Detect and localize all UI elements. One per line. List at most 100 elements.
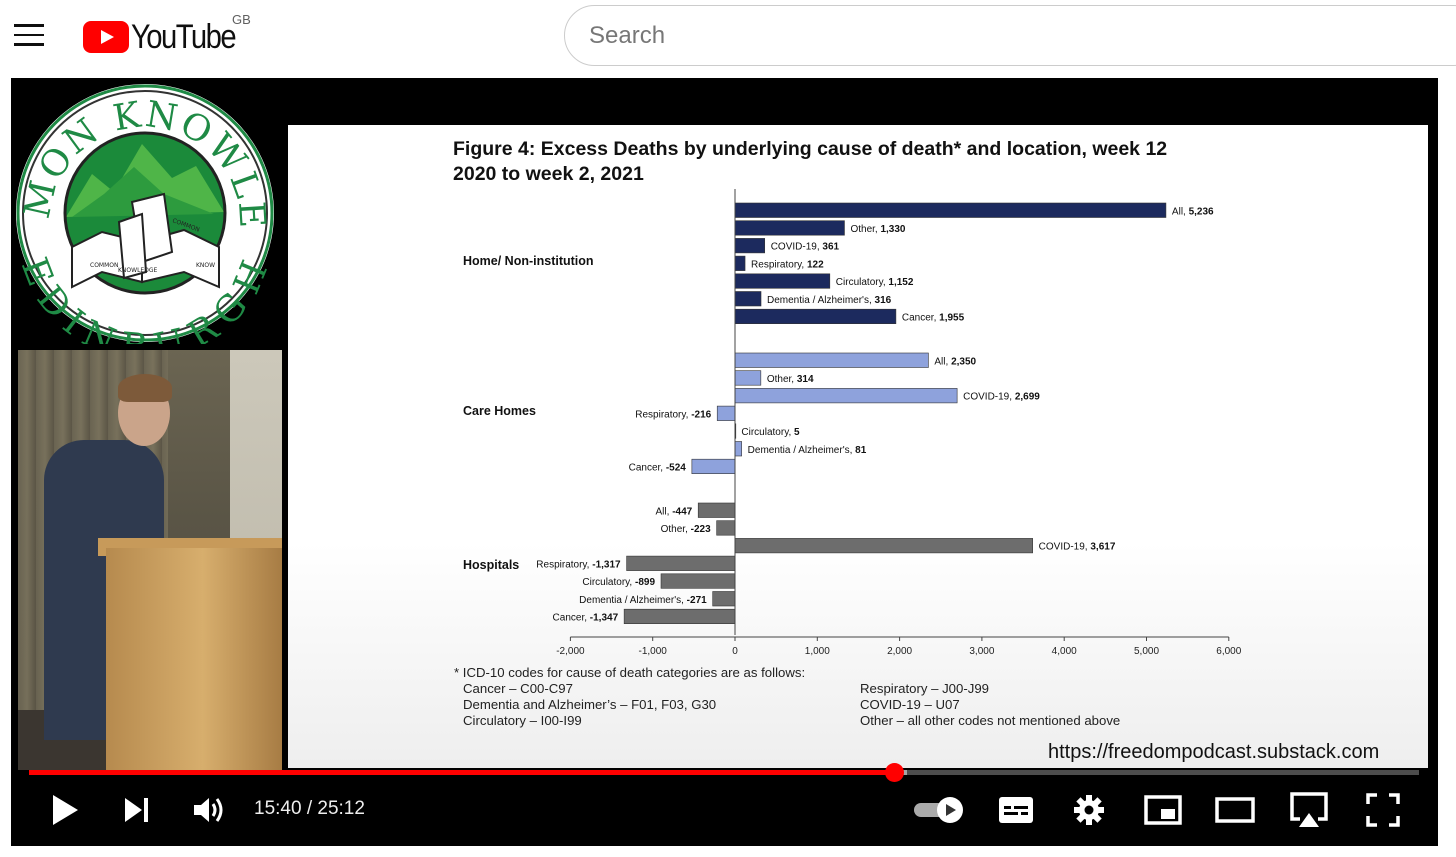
data-label: Other, -223 — [661, 524, 711, 535]
footnote-item: Respiratory – J00-J99 — [860, 681, 990, 696]
x-tick-label: 6,000 — [1216, 646, 1241, 657]
x-tick-label: 3,000 — [969, 646, 994, 657]
book-word: KNOW — [196, 262, 215, 269]
slide-url: https://freedompodcast.substack.com — [1048, 741, 1380, 763]
data-label: Circulatory, -899 — [582, 577, 655, 588]
play-button[interactable] — [47, 790, 83, 830]
footnote-item: Other – all other codes not mentioned ab… — [860, 713, 1121, 728]
slide-title-line: 2020 to week 2, 2021 — [453, 163, 644, 185]
youtube-logo[interactable]: YouTube — [83, 18, 258, 56]
chart-bar — [660, 573, 736, 589]
masthead: YouTube GB — [0, 0, 1456, 78]
play-icon — [53, 795, 78, 825]
x-tick-label: -1,000 — [639, 646, 668, 657]
x-tick-label: 0 — [732, 646, 738, 657]
settings-button[interactable] — [1069, 790, 1109, 830]
time-display: 15:40 / 25:12 — [254, 798, 365, 820]
chart-bar — [626, 555, 736, 571]
data-label: Cancer, -1,347 — [553, 612, 619, 623]
fullscreen-button[interactable] — [1363, 790, 1403, 830]
miniplayer-button[interactable] — [1142, 790, 1184, 830]
slide-title-line: Figure 4: Excess Deaths by underlying ca… — [453, 138, 1168, 160]
cast-icon — [1290, 792, 1328, 827]
chart-bar — [697, 502, 736, 518]
player-controls: 15:40 / 25:12 — [11, 778, 1438, 846]
video-player[interactable]: COMMON KNOWLEDGE EDINBURGH COMMON KNOWLE… — [11, 78, 1438, 846]
x-tick-label: -2,000 — [556, 646, 585, 657]
x-tick-label: 5,000 — [1134, 646, 1159, 657]
settings-icon — [1074, 795, 1104, 825]
chart-bar — [716, 405, 736, 421]
time-separator: / — [306, 798, 318, 819]
autoplay-toggle-icon — [914, 797, 963, 823]
chart-bar — [734, 238, 766, 254]
podium — [106, 548, 282, 770]
footnote-item: Circulatory – I00-I99 — [463, 713, 582, 728]
progress-scrubber[interactable] — [884, 763, 904, 782]
chart-bar — [734, 308, 897, 324]
chart-bar — [734, 441, 742, 457]
footnote-item: Cancer – C00-C97 — [463, 681, 573, 696]
speaker-camera-feed — [18, 350, 282, 770]
book-word: COMMON — [90, 262, 118, 269]
common-knowledge-logo: COMMON KNOWLEDGE EDINBURGH COMMON KNOWLE… — [14, 82, 274, 344]
subtitles-button[interactable] — [996, 790, 1036, 830]
search-input[interactable] — [589, 18, 1449, 54]
group-label: Home/ Non-institution — [463, 254, 594, 268]
next-icon — [125, 798, 148, 822]
youtube-logo-icon — [83, 21, 129, 53]
data-label: Dementia / Alzheimer's, 316 — [767, 295, 892, 306]
book-word: KNOWLEDGE — [118, 267, 157, 274]
book-graphic — [71, 192, 220, 289]
cast-button[interactable] — [1287, 790, 1331, 830]
data-label: COVID-19, 3,617 — [1039, 542, 1116, 553]
volume-button[interactable] — [189, 790, 229, 830]
data-label: Respiratory, -216 — [635, 409, 711, 420]
progress-bar[interactable] — [29, 763, 1419, 782]
autoplay-toggle[interactable] — [911, 790, 967, 830]
search-box[interactable] — [564, 5, 1456, 66]
x-tick-label: 2,000 — [887, 646, 912, 657]
x-tick-label: 1,000 — [805, 646, 830, 657]
data-label: Circulatory, 5 — [741, 427, 800, 438]
progress-played — [29, 770, 894, 775]
data-label: Other, 314 — [767, 374, 814, 385]
subtitles-icon — [999, 797, 1033, 823]
volume-icon — [194, 798, 223, 822]
chart-bar — [623, 608, 736, 625]
data-label: COVID-19, 361 — [771, 242, 840, 253]
data-label: Cancer, -524 — [629, 462, 687, 473]
chart-bar — [712, 591, 736, 607]
fullscreen-icon — [1366, 793, 1400, 827]
chart-bar — [734, 291, 762, 307]
data-label: Respiratory, -1,317 — [536, 559, 621, 570]
chart-bar — [716, 520, 736, 536]
menu-icon[interactable] — [14, 24, 44, 46]
data-label: Circulatory, 1,152 — [836, 277, 914, 288]
data-label: Other, 1,330 — [850, 224, 905, 235]
slide-title: Figure 4: Excess Deaths by underlying ca… — [453, 137, 1253, 187]
chart-bar — [734, 370, 762, 386]
presentation-slide: Figure 4: Excess Deaths by underlying ca… — [288, 125, 1428, 768]
chart-bar — [734, 220, 845, 236]
data-label: All, 5,236 — [1172, 206, 1214, 217]
group-label: Care Homes — [463, 404, 536, 418]
country-code: GB — [232, 12, 251, 27]
data-label: All, -447 — [656, 506, 693, 517]
data-label: COVID-19, 2,699 — [963, 392, 1040, 403]
data-label: Dementia / Alzheimer's, 81 — [748, 445, 867, 456]
footnote-item: COVID-19 – U07 — [860, 697, 960, 712]
group-label: Hospitals — [463, 558, 519, 572]
footnote-item: Dementia and Alzheimer’s – F01, F03, G30 — [463, 697, 717, 712]
youtube-wordmark: YouTube — [131, 18, 237, 56]
data-label: Cancer, 1,955 — [902, 312, 965, 323]
current-time: 15:40 — [254, 798, 302, 819]
next-button[interactable] — [119, 790, 155, 830]
theater-mode-icon — [1215, 797, 1255, 823]
duration: 25:12 — [317, 798, 365, 819]
x-tick-label: 4,000 — [1052, 646, 1077, 657]
theater-mode-button[interactable] — [1214, 790, 1256, 830]
chart-bar — [734, 273, 831, 289]
data-label: Respiratory, 122 — [751, 259, 824, 270]
chart-bar — [734, 202, 1167, 218]
